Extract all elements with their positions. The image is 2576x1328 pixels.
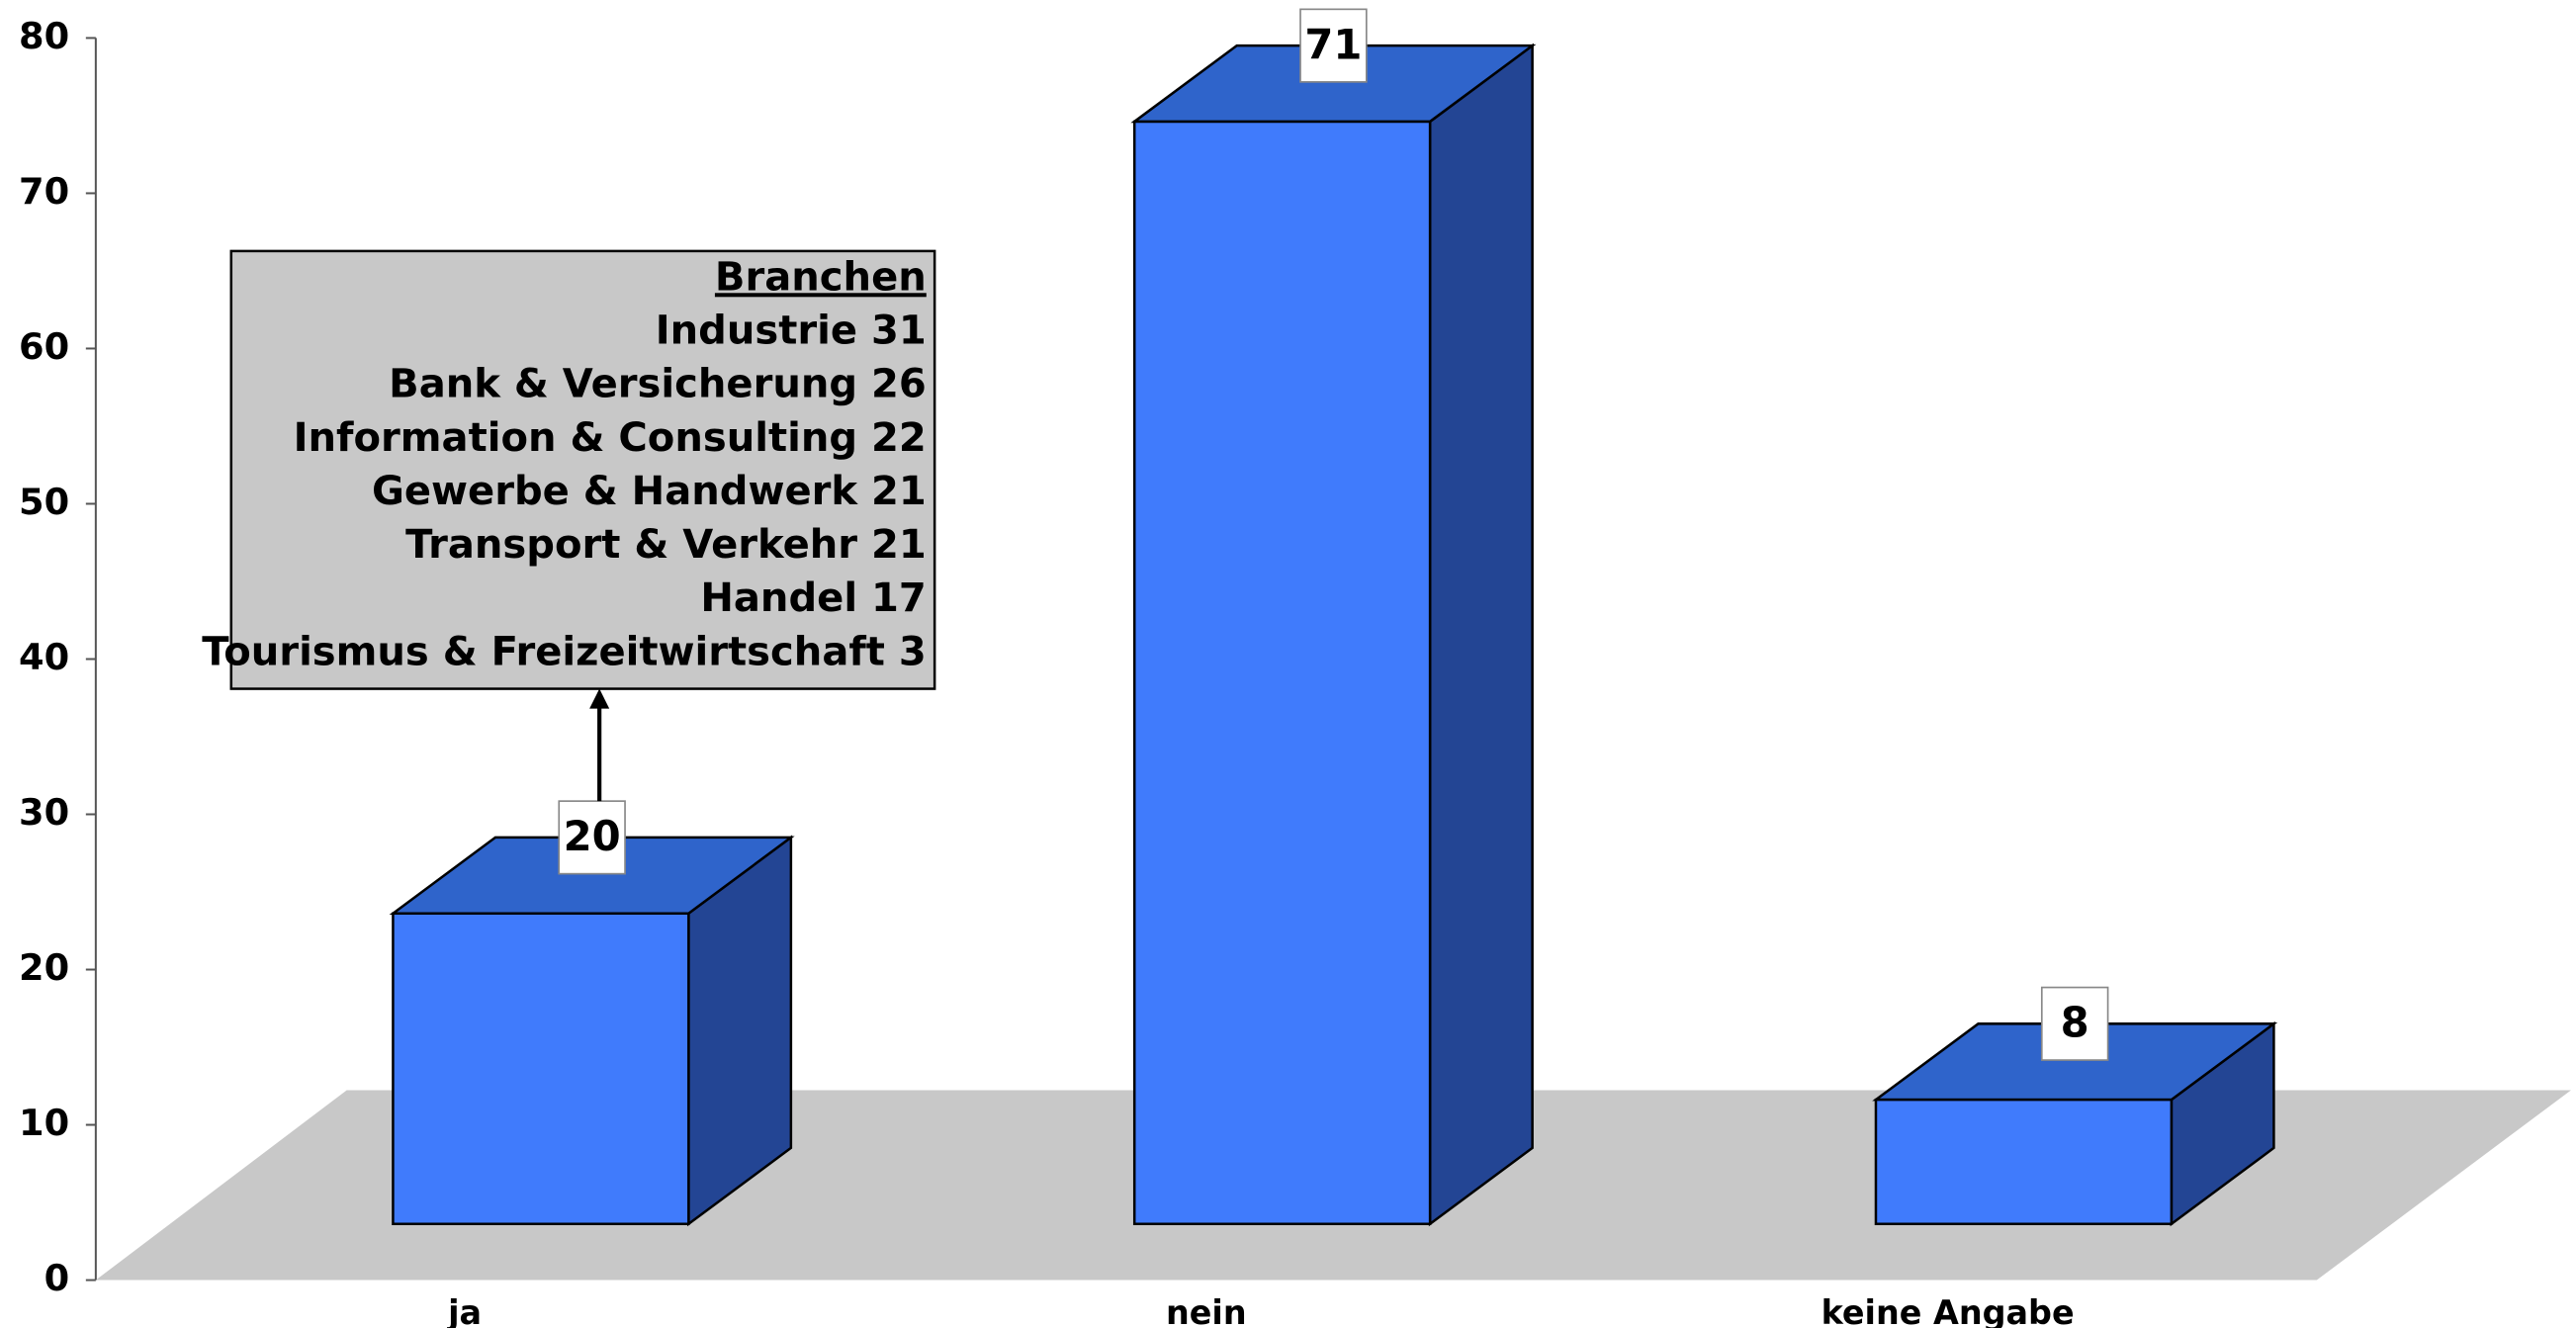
bar [1130,43,1537,1227]
y-tick-label: 10 [19,1102,69,1144]
value-label: 71 [1304,20,1362,68]
y-tick-label: 70 [19,170,69,213]
annotation-line: Tourismus & Freizeitwirtschaft 3 [202,629,927,674]
bar-front [1132,120,1432,1226]
y-tick-label: 40 [19,636,69,678]
annotation-line: Industrie 31 [656,309,927,354]
x-tick-label: nein [1166,1293,1247,1328]
bar [389,835,795,1227]
value-label-box [2040,986,2109,1061]
annotation-title: Branchen [715,254,927,300]
annotation-line: Gewerbe & Handwerk 21 [372,469,927,514]
x-tick-label: keine Angabe [1821,1293,2075,1328]
bar-front [392,912,690,1226]
annotation-arrowhead [589,688,610,709]
annotation-line: Information & Consulting 22 [294,415,927,461]
y-tick-label: 30 [19,791,69,834]
x-tick-label: ja [446,1293,482,1328]
value-label: 20 [564,812,621,860]
annotation-line: Handel 17 [700,575,926,621]
y-tick-label: 0 [44,1257,70,1299]
value-label-box [1299,8,1368,83]
annotation-line: Transport & Verkehr 21 [405,522,927,568]
y-tick-label: 80 [19,15,69,57]
bar-side [1428,43,1534,1227]
y-tick-label: 60 [19,325,69,368]
y-tick-label: 20 [19,946,69,989]
annotation-line: Bank & Versicherung 26 [389,362,927,407]
value-label: 8 [2061,998,2089,1046]
value-label-box [558,800,626,875]
annotation-box [229,249,936,690]
bar [1872,1020,2278,1227]
bar-front [1874,1098,2174,1226]
y-tick-label: 50 [19,481,69,523]
